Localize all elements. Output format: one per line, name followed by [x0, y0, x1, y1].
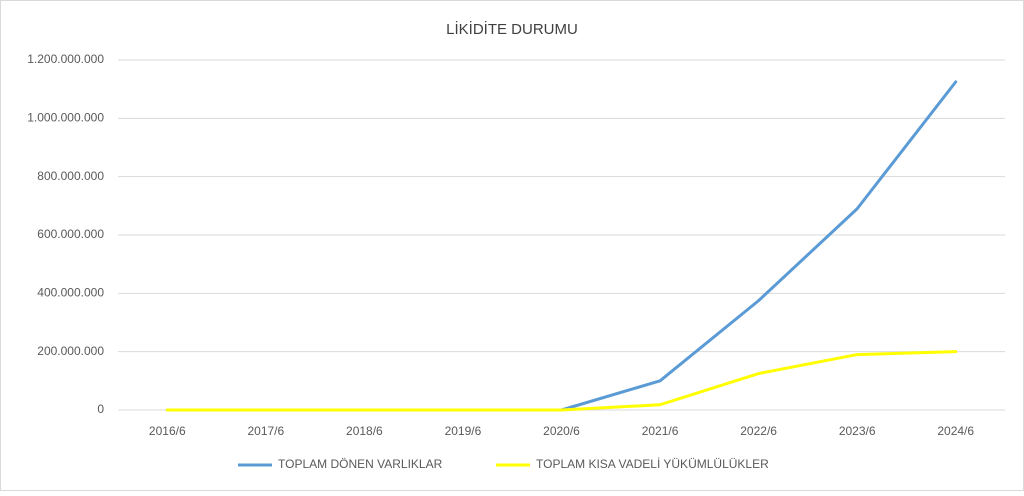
- legend-label: TOPLAM DÖNEN VARLIKLAR: [278, 457, 443, 471]
- x-tick-label: 2016/6: [149, 424, 186, 438]
- chart-title: LİKİDİTE DURUMU: [446, 20, 578, 38]
- x-tick-label: 2021/6: [642, 424, 679, 438]
- x-tick-label: 2018/6: [346, 424, 383, 438]
- y-tick-label: 600.000.000: [37, 227, 104, 241]
- y-tick-label: 400.000.000: [37, 286, 104, 300]
- y-tick-label: 1.000.000.000: [27, 111, 104, 125]
- x-tick-label: 2019/6: [445, 424, 482, 438]
- x-tick-label: 2023/6: [839, 424, 876, 438]
- y-tick-label: 800.000.000: [37, 169, 104, 183]
- y-tick-label: 0: [97, 402, 104, 416]
- x-tick-label: 2017/6: [247, 424, 284, 438]
- series-line: [165, 350, 958, 412]
- x-tick-label: 2024/6: [937, 424, 974, 438]
- x-tick-label: 2020/6: [543, 424, 580, 438]
- legend-label: TOPLAM KISA VADELİ YÜKÜMLÜLÜKLER: [536, 457, 769, 471]
- y-tick-label: 1.200.000.000: [27, 52, 104, 66]
- x-tick-label: 2022/6: [740, 424, 777, 438]
- y-tick-label: 200.000.000: [37, 344, 104, 358]
